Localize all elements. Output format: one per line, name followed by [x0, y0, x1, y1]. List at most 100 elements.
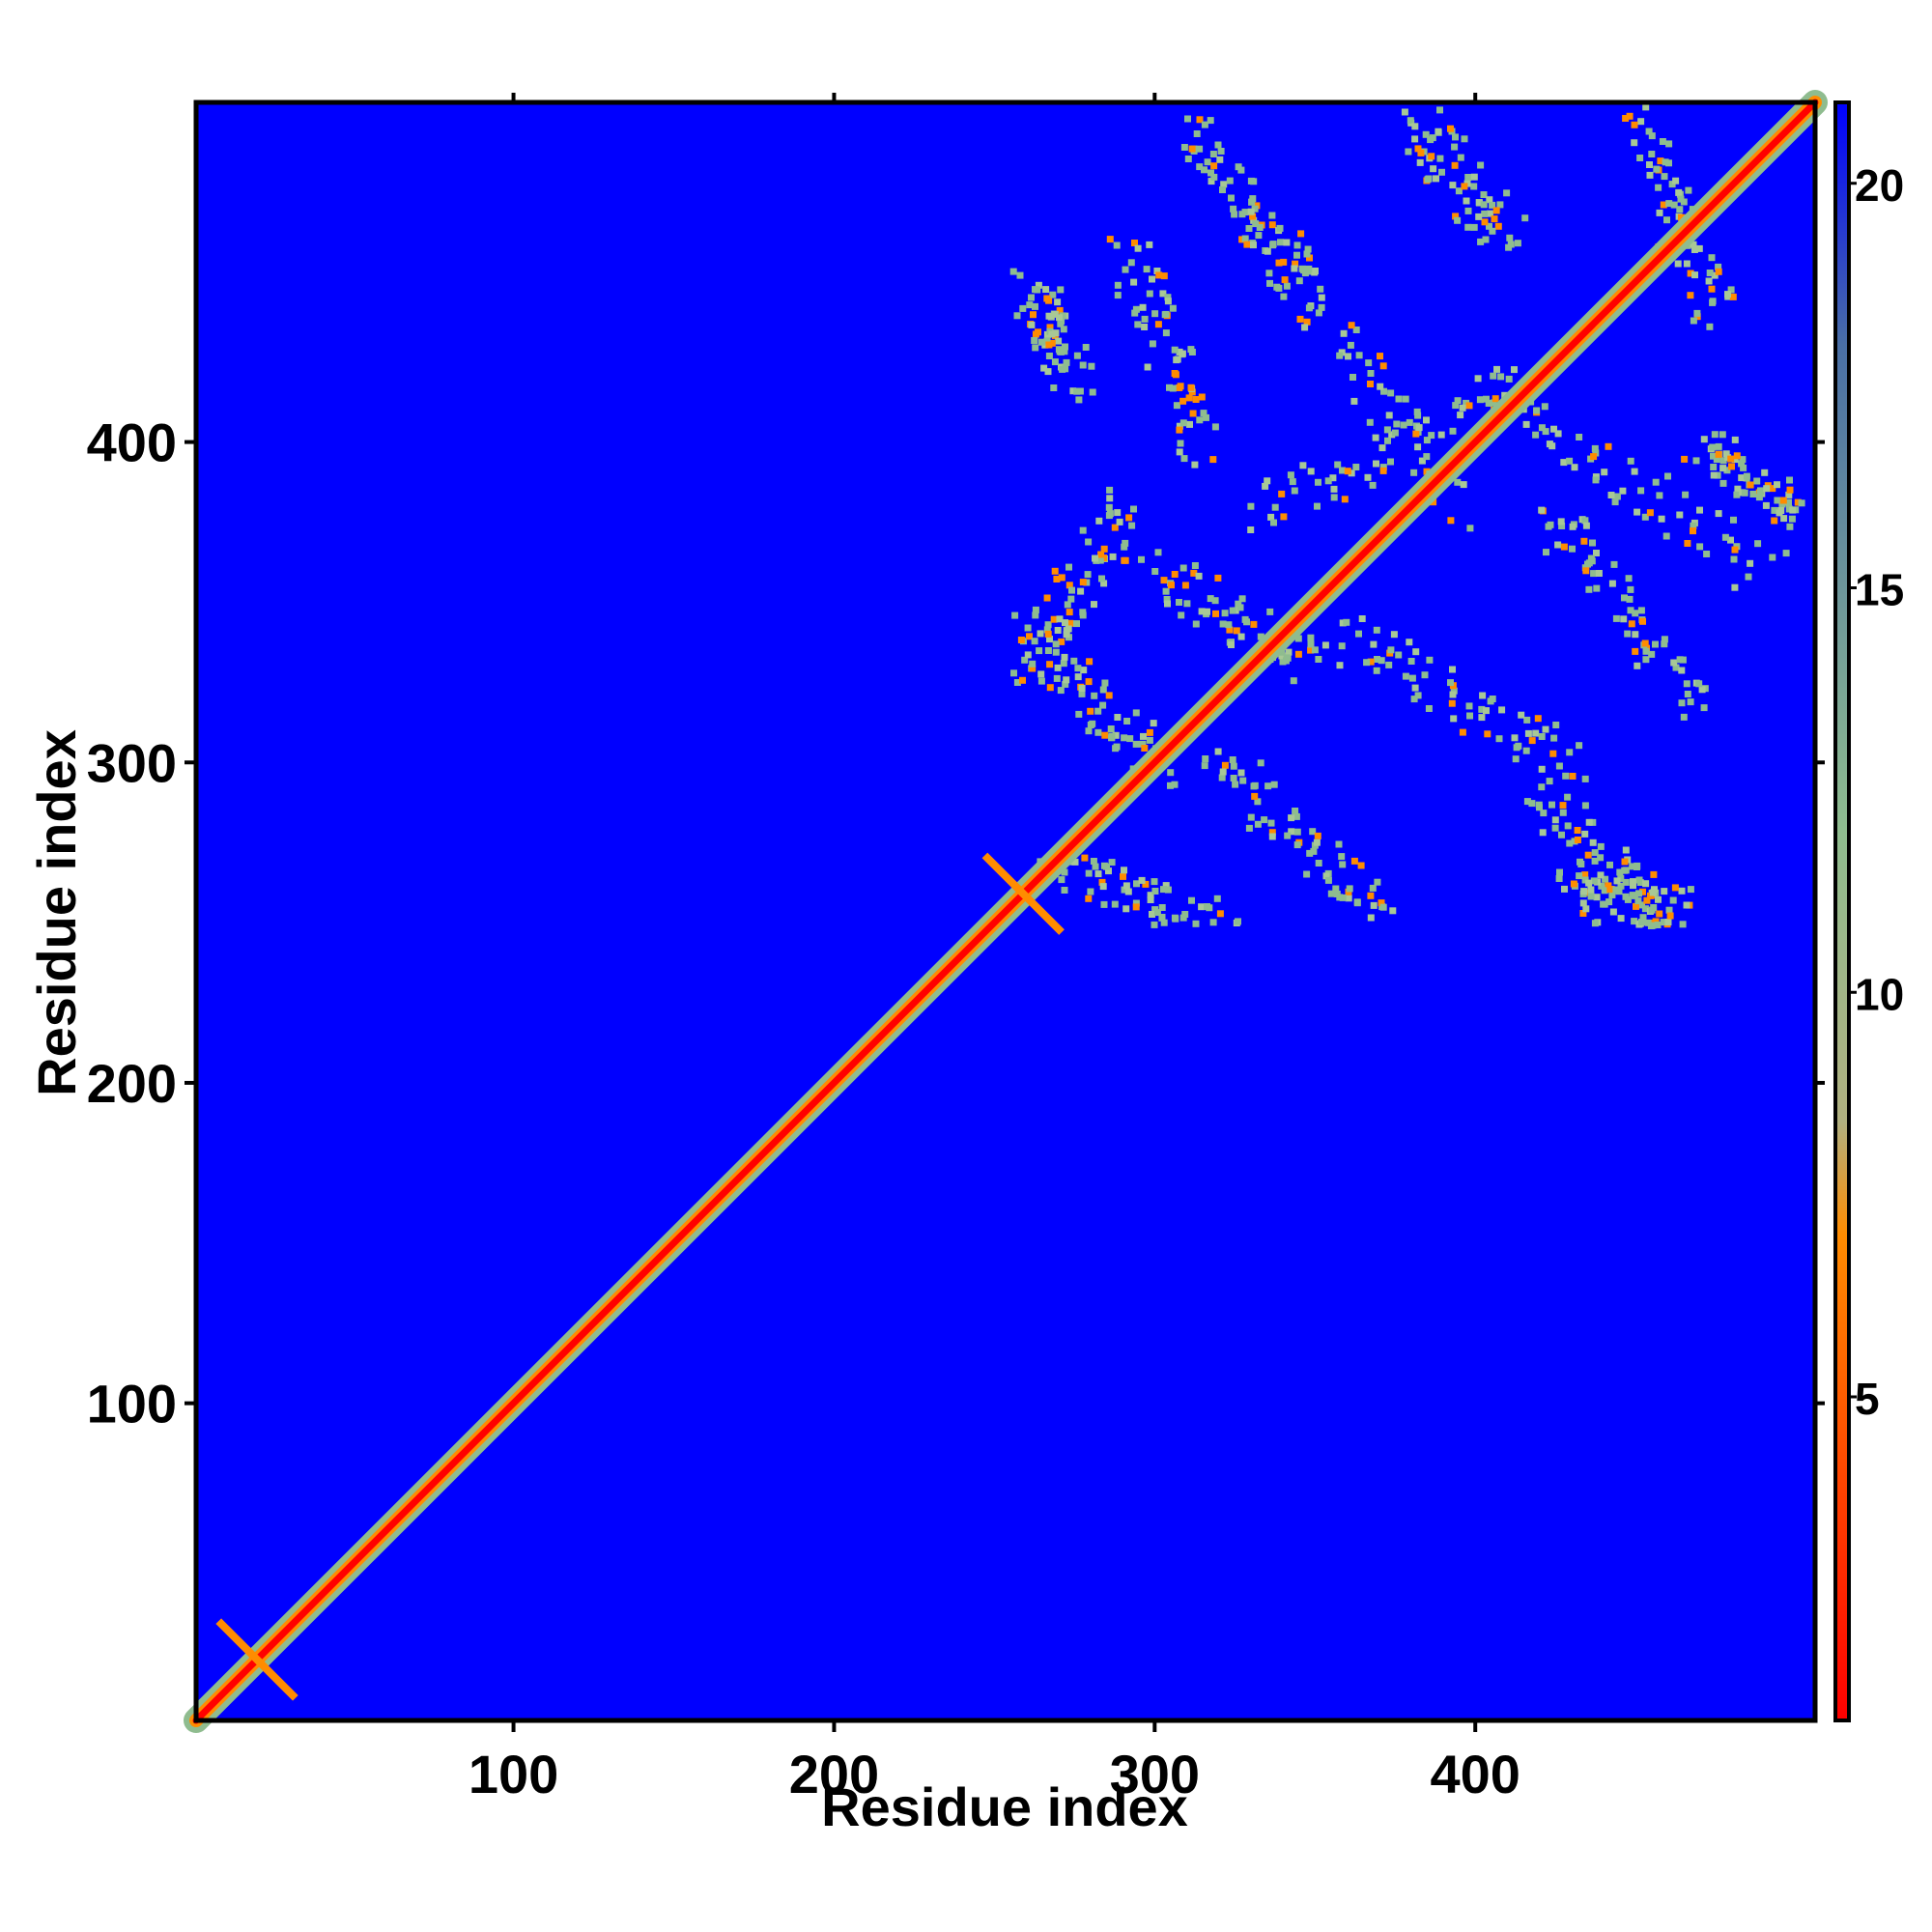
contact-point: [1731, 583, 1739, 591]
contact-point: [1480, 201, 1488, 209]
contact-point: [1593, 894, 1601, 901]
contact-point: [1201, 166, 1208, 174]
contact-point: [1353, 898, 1361, 906]
contact-point: [1214, 748, 1222, 755]
contact-point: [1312, 268, 1319, 274]
contact-point: [1664, 919, 1672, 925]
contact-point: [1662, 158, 1669, 166]
contact-point: [1065, 609, 1073, 616]
contact-point: [1385, 661, 1393, 668]
contact-point: [1388, 431, 1396, 439]
contact-point: [1171, 914, 1179, 922]
contact-point: [1044, 621, 1052, 629]
contact-point: [1333, 891, 1341, 897]
contact-point: [1612, 614, 1620, 622]
contact-point: [1367, 381, 1374, 387]
contact-point: [1449, 691, 1457, 698]
contact-point: [1554, 541, 1562, 549]
contact-point: [1264, 782, 1272, 790]
contact-point: [1794, 498, 1802, 506]
contact-point: [1184, 156, 1192, 162]
contact-point: [1569, 773, 1577, 780]
contact-point: [1447, 679, 1454, 687]
contact-point: [1422, 130, 1430, 138]
contact-point: [1687, 292, 1694, 299]
contact-point: [1080, 667, 1088, 674]
contact-point: [1622, 846, 1630, 854]
contact-point: [1058, 638, 1065, 645]
contact-point: [1089, 388, 1096, 396]
contact-point: [1164, 600, 1171, 608]
contact-point: [1065, 563, 1072, 571]
contact-point: [1428, 153, 1435, 160]
contact-point: [1075, 396, 1083, 404]
contact-point: [1142, 880, 1150, 888]
contact-point: [1292, 808, 1299, 814]
contact-point: [1245, 225, 1253, 232]
contact-point: [1730, 516, 1737, 524]
contact-point: [1369, 884, 1377, 892]
contact-point: [1661, 173, 1668, 181]
contact-point: [1739, 456, 1747, 464]
contact-point: [1060, 660, 1067, 668]
contact-point: [1094, 728, 1102, 736]
contact-point: [1762, 501, 1770, 509]
contact-point: [1054, 298, 1062, 306]
contact-point: [1679, 921, 1687, 928]
contact-point: [1741, 489, 1748, 497]
contact-point: [1318, 294, 1325, 301]
contact-point: [1372, 434, 1379, 441]
contact-point: [1585, 879, 1593, 887]
contact-point: [1250, 178, 1258, 185]
contact-point: [1283, 282, 1291, 290]
contact-point: [1477, 161, 1485, 169]
contact-point: [1581, 775, 1589, 782]
contact-point: [1196, 116, 1204, 124]
contact-point: [1026, 301, 1034, 309]
contact-point: [1126, 735, 1134, 743]
contact-point: [1166, 384, 1173, 391]
contact-point: [1652, 640, 1659, 648]
contact-point: [1522, 747, 1530, 754]
contact-point: [1685, 186, 1692, 194]
contact-point: [1085, 895, 1093, 902]
contact-point: [1489, 696, 1496, 702]
contact-point: [1639, 888, 1646, 895]
contact-point: [1470, 173, 1478, 181]
contact-point: [1192, 920, 1200, 927]
contact-point: [1628, 620, 1635, 628]
contact-point: [1489, 201, 1496, 209]
contact-point: [1278, 490, 1286, 497]
contact-point: [1162, 882, 1170, 890]
contact-point: [1122, 882, 1130, 890]
contact-point: [1486, 210, 1493, 217]
contact-point: [1734, 485, 1742, 493]
contact-point: [1062, 680, 1069, 688]
contact-point: [1338, 642, 1346, 650]
contact-point: [1729, 293, 1737, 300]
contact-point: [1402, 672, 1409, 680]
contact-point: [1073, 352, 1081, 359]
y-tick-label: 100: [87, 1374, 177, 1435]
contact-point: [1649, 922, 1657, 929]
contact-point: [1454, 216, 1462, 224]
contact-point: [1464, 223, 1472, 231]
contact-point: [1071, 858, 1079, 866]
contact-point: [1452, 213, 1460, 220]
contact-point: [1091, 601, 1097, 609]
contact-point: [1402, 395, 1409, 403]
contact-point: [1181, 911, 1189, 918]
contact-point: [1144, 363, 1151, 371]
contact-point: [1179, 914, 1187, 922]
contact-point: [1639, 914, 1647, 922]
contact-point: [1105, 867, 1112, 875]
contact-point: [1344, 468, 1351, 475]
contact-point: [1032, 611, 1039, 619]
contact-point: [1050, 615, 1058, 623]
contact-point: [1491, 215, 1498, 223]
contact-point: [1626, 595, 1634, 603]
contact-point: [1708, 254, 1716, 262]
contact-point: [1412, 648, 1420, 656]
contact-point: [1266, 279, 1273, 287]
contact-point: [1532, 729, 1540, 737]
